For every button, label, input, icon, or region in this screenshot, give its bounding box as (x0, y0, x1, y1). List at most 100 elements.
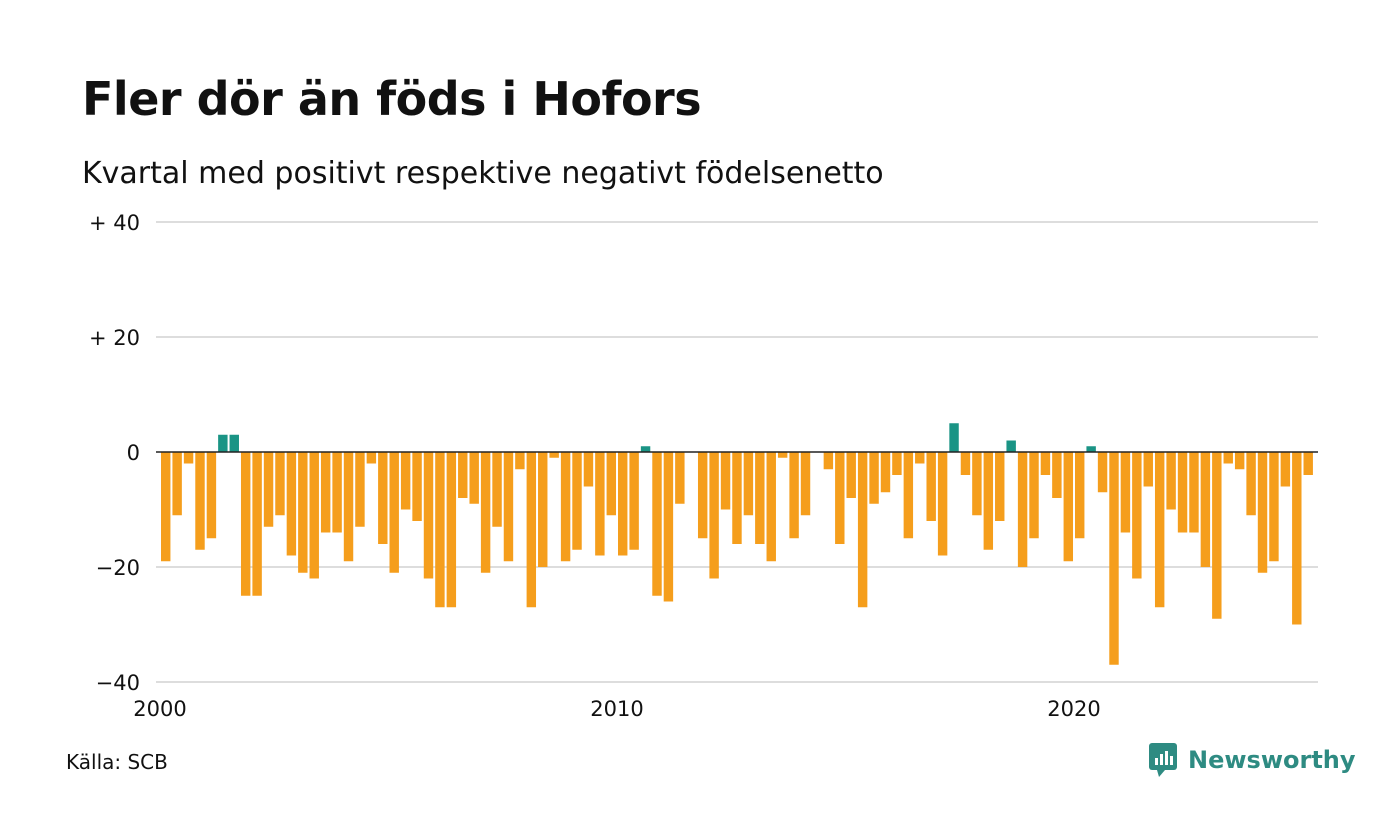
bar (732, 452, 742, 544)
bar (720, 452, 731, 510)
bar (846, 452, 856, 498)
bar (983, 452, 994, 550)
bar (1017, 452, 1028, 567)
newsworthy-logo: Newsworthy (1148, 742, 1356, 778)
bar (697, 452, 708, 539)
bar (469, 452, 479, 504)
bar (1269, 452, 1279, 562)
bar (572, 452, 582, 550)
x-tick-label: 2020 (1047, 697, 1100, 721)
bar (892, 452, 902, 475)
bar (1109, 452, 1119, 665)
x-tick-label: 2010 (590, 697, 643, 721)
bar (263, 452, 274, 527)
bar (652, 452, 662, 596)
bar (1006, 440, 1016, 452)
bar (309, 452, 319, 579)
bar (583, 452, 594, 487)
bar (343, 452, 354, 562)
bar (240, 452, 251, 596)
bar (286, 452, 297, 556)
bar (1029, 452, 1039, 539)
bar (1040, 452, 1051, 475)
bar (1234, 452, 1245, 470)
bar (995, 452, 1005, 521)
bar (926, 452, 936, 521)
bar (435, 452, 445, 608)
bar (400, 452, 411, 510)
bar (458, 452, 468, 498)
bar (1177, 452, 1188, 533)
bar (1097, 452, 1108, 493)
chart-subtitle: Kvartal med positivt respektive negativt… (82, 156, 884, 191)
bar (823, 452, 834, 470)
bar (183, 452, 194, 464)
bar (869, 452, 879, 504)
y-tick-label: + 40 (89, 211, 140, 235)
bar (161, 452, 171, 562)
bar (709, 452, 719, 579)
bar (800, 452, 811, 516)
bar (503, 452, 514, 562)
bar (629, 452, 639, 550)
bar (1280, 452, 1291, 487)
y-tick-label: + 20 (89, 326, 140, 350)
bar (480, 452, 491, 573)
bar (960, 452, 971, 475)
bar (252, 452, 262, 596)
bar (640, 446, 651, 452)
bar (937, 452, 948, 556)
bar (1063, 452, 1074, 562)
bar (332, 452, 342, 533)
source-note: Källa: SCB (66, 750, 168, 774)
bar (1257, 452, 1268, 573)
bar (1052, 452, 1062, 498)
bar (880, 452, 891, 493)
bar (1120, 452, 1131, 533)
bar (1154, 452, 1165, 608)
bar (492, 452, 502, 527)
bar (1212, 452, 1222, 619)
bar (275, 452, 285, 516)
bar (949, 423, 959, 452)
bar (1303, 452, 1313, 475)
bar (298, 452, 308, 573)
x-tick-label: 2000 (133, 697, 186, 721)
bar (857, 452, 868, 608)
bar (515, 452, 525, 470)
bar (1246, 452, 1256, 516)
bar (1189, 452, 1199, 533)
bar (743, 452, 754, 516)
y-tick-label: 0 (127, 441, 140, 465)
bar (320, 452, 331, 533)
bar (389, 452, 399, 573)
bar (1143, 452, 1153, 487)
bar (1166, 452, 1176, 510)
bar (366, 452, 377, 464)
bar (355, 452, 365, 527)
bar (606, 452, 617, 516)
bar (663, 452, 674, 602)
bar (172, 452, 182, 516)
bar (229, 434, 239, 452)
bar (903, 452, 914, 539)
bar (446, 452, 457, 608)
bar (618, 452, 628, 556)
bar (755, 452, 765, 544)
bar (1132, 452, 1142, 579)
bar (218, 434, 228, 452)
bar (560, 452, 571, 562)
bar (789, 452, 799, 539)
newsworthy-logo-text: Newsworthy (1188, 746, 1356, 774)
bar (206, 452, 217, 539)
bar (915, 452, 925, 464)
bar (1292, 452, 1302, 625)
bar (675, 452, 685, 504)
bar (1075, 452, 1085, 539)
bar (1086, 446, 1096, 452)
bar (766, 452, 776, 562)
bar (549, 452, 559, 458)
bar (1200, 452, 1211, 567)
chart-title: Fler dör än föds i Hofors (82, 72, 702, 126)
